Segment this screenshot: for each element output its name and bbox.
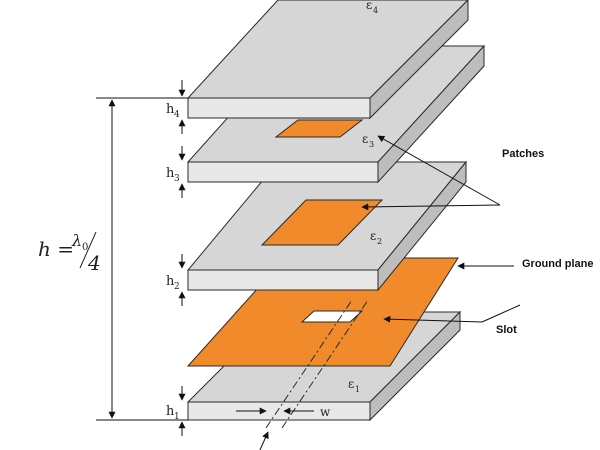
svg-text:ε: ε (362, 132, 368, 146)
svg-text:1: 1 (174, 412, 180, 422)
slot-label: Slot (496, 324, 517, 336)
slot-aperture (300, 310, 364, 323)
height-label-h1: h 1 (166, 404, 180, 422)
svg-text:1: 1 (355, 385, 360, 394)
patch-lower (260, 199, 384, 246)
formula-denominator: 4 (87, 251, 101, 275)
patches-label: Patches (502, 148, 544, 160)
ground-plane-callout: Ground plane (457, 258, 594, 270)
permittivity-label-eps4: ε 4 (366, 0, 378, 15)
substrate-layer-2 (186, 160, 468, 292)
patches-callout: Patches (361, 135, 544, 211)
svg-text:ε: ε (370, 229, 376, 243)
ground-plane (186, 257, 459, 367)
svg-text:h: h (166, 404, 175, 419)
height-formula: h = λ 0 4 (38, 231, 101, 275)
svg-text:ε: ε (366, 0, 372, 12)
formula-numerator: λ (71, 231, 82, 250)
svg-text:3: 3 (174, 174, 180, 184)
svg-text:h: h (166, 102, 175, 117)
ground-plane-label: Ground plane (522, 258, 594, 270)
feed-line (265, 299, 369, 429)
height-label-h4: h 4 (166, 102, 180, 120)
permittivity-label-eps3: ε 3 (362, 132, 374, 149)
patch-upper (274, 119, 364, 138)
svg-text:2: 2 (377, 237, 382, 246)
height-label-h3: h 3 (166, 166, 180, 184)
svg-text:ε: ε (348, 377, 354, 391)
formula-lhs: h = (38, 237, 74, 261)
svg-text:h: h (166, 274, 175, 289)
permittivity-label-eps1: ε 1 (348, 377, 360, 394)
substrate-layer-4 (186, 0, 469, 120)
formula-numerator-sub: 0 (82, 242, 88, 253)
svg-text:2: 2 (174, 282, 180, 292)
svg-text:4: 4 (174, 110, 180, 120)
svg-text:4: 4 (373, 6, 378, 15)
width-label: w (320, 405, 331, 419)
height-label-h2: h 2 (166, 274, 180, 292)
width-marker: w (236, 405, 331, 450)
total-height-dimension (96, 97, 188, 421)
permittivity-label-eps2: ε 2 (370, 229, 382, 246)
slot-callout: Slot (383, 304, 521, 336)
svg-text:h: h (166, 166, 175, 181)
svg-text:3: 3 (369, 140, 374, 149)
